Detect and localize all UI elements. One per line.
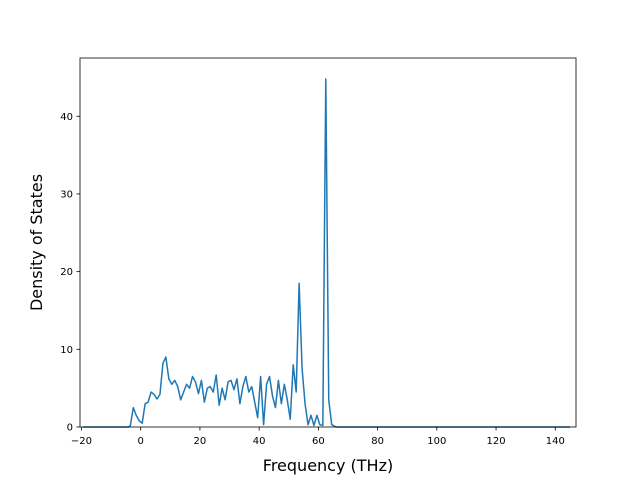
x-tick-label: 120 [487, 436, 506, 447]
axes-frame [79, 57, 577, 428]
y-axis: 0 10 20 30 40 [60, 112, 80, 434]
y-axis-label: Density of States [27, 174, 46, 311]
x-axis-label: Frequency (THz) [263, 456, 393, 475]
y-tick-label: 0 [67, 423, 73, 434]
x-axis: −20 0 20 40 60 80 100 120 140 [71, 427, 565, 447]
x-tick-label: 40 [253, 436, 266, 447]
plot-area [82, 78, 571, 428]
y-tick-label: 10 [60, 345, 73, 356]
x-tick-label: 140 [546, 436, 565, 447]
x-tick-label: −20 [71, 436, 92, 447]
x-tick-label: 100 [427, 436, 446, 447]
x-tick-label: 60 [312, 436, 325, 447]
y-tick-label: 40 [60, 112, 73, 123]
x-tick-label: 0 [138, 436, 144, 447]
dos-series-line [82, 78, 571, 428]
x-tick-label: 20 [194, 436, 207, 447]
y-tick-label: 30 [60, 189, 73, 200]
x-tick-label: 80 [371, 436, 384, 447]
y-tick-label: 20 [60, 267, 73, 278]
